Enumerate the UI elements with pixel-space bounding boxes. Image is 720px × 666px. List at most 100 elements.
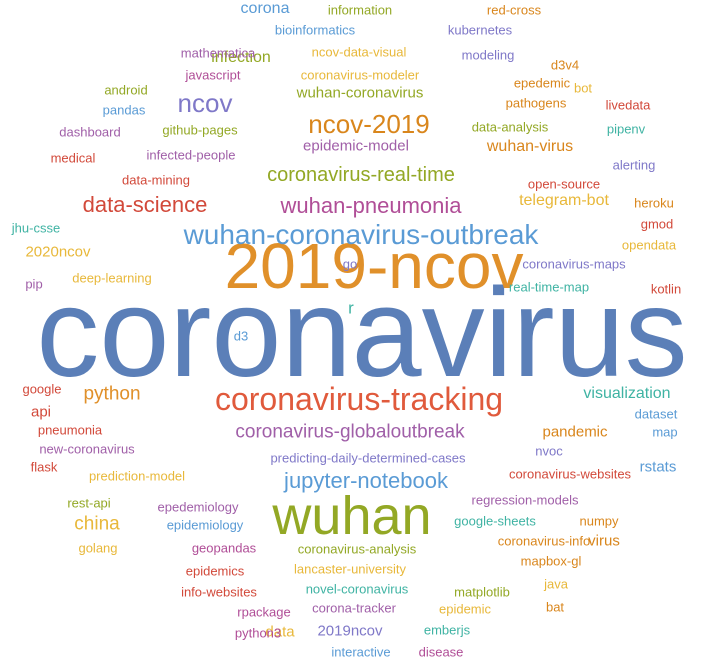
word-coronavirus-info: coronavirus-info (497, 533, 591, 549)
word-disease: disease (418, 644, 464, 660)
word-api: api (30, 403, 52, 421)
word-info-websites: info-websites (181, 584, 257, 600)
word-wuhan: wuhan (272, 486, 432, 546)
word-coronavirus: coronavirus (36, 262, 688, 403)
word-numpy: numpy (579, 513, 619, 529)
word-epidemic: epidemic (438, 601, 492, 617)
word-open-source: open-source (527, 176, 601, 192)
word-kotlin: kotlin (650, 281, 682, 297)
word-epidemic-model: epidemic-model (303, 137, 409, 155)
word-coronavirus-globaloutbreak: coronavirus-globaloutbreak (235, 421, 465, 443)
word-github-pages: github-pages (162, 122, 238, 138)
word-coronavirus-analysis: coronavirus-analysis (297, 541, 417, 557)
word-interactive: interactive (331, 644, 391, 660)
word-corona-tracker: corona-tracker (312, 600, 396, 616)
word-bioinformatics: bioinformatics (274, 22, 356, 38)
word-rstats: rstats (639, 458, 677, 476)
word-bat: bat (545, 599, 565, 615)
word-data-mining: data-mining (122, 172, 190, 188)
word-emberjs: emberjs (423, 622, 471, 638)
word-bot: bot (573, 80, 593, 96)
word-new-coronavirus: new-coronavirus (39, 441, 135, 457)
word-telegram-bot: telegram-bot (519, 192, 609, 209)
word-modeling: modeling (461, 47, 515, 63)
word-pandemic: pandemic (542, 423, 608, 441)
word-2019ncov: 2019ncov (317, 622, 383, 640)
word-pathogens: pathogens (505, 95, 567, 111)
word-nvoc: nvoc (535, 443, 563, 459)
word-jupyter-notebook: jupyter-notebook (284, 468, 448, 493)
word-coronavirus-modeler: coronavirus-modeler (300, 67, 420, 83)
word-coronavirus-websites: coronavirus-websites (508, 466, 632, 482)
word-dashboard: dashboard (59, 124, 121, 140)
word-infected-people: infected-people (146, 147, 236, 163)
word-flask: flask (30, 459, 58, 475)
word-google: google (22, 381, 62, 397)
word-golang: golang (78, 540, 118, 556)
word-coronavirus-maps: coronavirus-maps (522, 256, 626, 272)
word-virus: virus (588, 532, 620, 550)
word-corona: corona (240, 0, 290, 17)
word-pandas: pandas (102, 102, 146, 118)
word-livedata: livedata (605, 97, 651, 113)
word-epedemic: epedemic (513, 75, 571, 91)
word-opendata: opendata (621, 237, 677, 253)
word-map: map (652, 424, 678, 440)
word-python3: python3 (234, 625, 282, 641)
word-ncov-data-visual: ncov-data-visual (311, 44, 407, 60)
word-deep-learning: deep-learning (72, 270, 152, 286)
word-lancaster-university: lancaster-university (294, 561, 406, 577)
word-mathematica: mathematica (180, 45, 256, 61)
word-wuhan-coronavirus: wuhan-coronavirus (296, 84, 424, 102)
word-information: information (327, 2, 393, 18)
word-wuhan-coronavirus-outbreak: wuhan-coronavirus-outbreak (183, 219, 539, 250)
word-java: java (544, 576, 568, 592)
word-google-sheets: google-sheets (454, 513, 536, 529)
word-mapbox-gl: mapbox-gl (520, 553, 582, 569)
word-red-cross: red-cross (486, 2, 542, 18)
word-china: china (74, 513, 120, 535)
word-pipenv: pipenv (606, 121, 646, 137)
word-matplotlib: matplotlib (454, 584, 510, 600)
word-visualization: visualization (583, 385, 671, 402)
word-geopandas: geopandas (191, 540, 257, 556)
word-rpackage: rpackage (237, 604, 291, 620)
word-coronavirus-real-time: coronavirus-real-time (267, 164, 455, 186)
word-rest-api: rest-api (67, 495, 111, 511)
word-wuhan-virus: wuhan-virus (486, 138, 574, 155)
word-infection: infection (211, 49, 271, 66)
word-data-analysis: data-analysis (471, 119, 549, 135)
word-wuhan-pneumonia: wuhan-pneumonia (280, 193, 462, 218)
word-ncov: ncov (177, 88, 233, 118)
word-2020ncov: 2020ncov (25, 243, 91, 261)
word-kubernetes: kubernetes (447, 22, 513, 38)
word-alerting: alerting (612, 157, 656, 173)
word-pip: pip (25, 276, 43, 292)
word-real-time-map: real-time-map (508, 279, 590, 295)
word-pneumonia: pneumonia (37, 422, 103, 438)
word-epidemiology: epidemiology (166, 517, 244, 533)
word-python: python (83, 383, 141, 405)
word-d3: d3 (233, 328, 249, 344)
word-novel-coronavirus: novel-coronavirus (305, 581, 409, 597)
word-d3v4: d3v4 (550, 57, 580, 73)
word-prediction-model: prediction-model (88, 468, 186, 484)
word-r: r (348, 298, 354, 318)
word-medical: medical (50, 150, 96, 166)
word-data: data (265, 623, 295, 641)
word-android: android (104, 82, 148, 98)
word-gmod: gmod (640, 216, 674, 232)
word-ncov-2019: ncov-2019 (308, 109, 430, 139)
word-go: go (342, 256, 358, 272)
word-predicting-daily-determined-cases: predicting-daily-determined-cases (270, 450, 466, 466)
word-2019-ncov: 2019-ncov (224, 230, 524, 302)
word-regression-models: regression-models (471, 492, 579, 508)
word-heroku: heroku (634, 195, 674, 211)
word-javascript: javascript (185, 67, 241, 83)
word-jhu-csse: jhu-csse (11, 220, 61, 236)
word-dataset: dataset (634, 406, 678, 422)
word-epidemics: epidemics (185, 563, 245, 579)
word-coronavirus-tracking: coronavirus-tracking (214, 381, 504, 417)
word-data-science: data-science (82, 192, 208, 217)
